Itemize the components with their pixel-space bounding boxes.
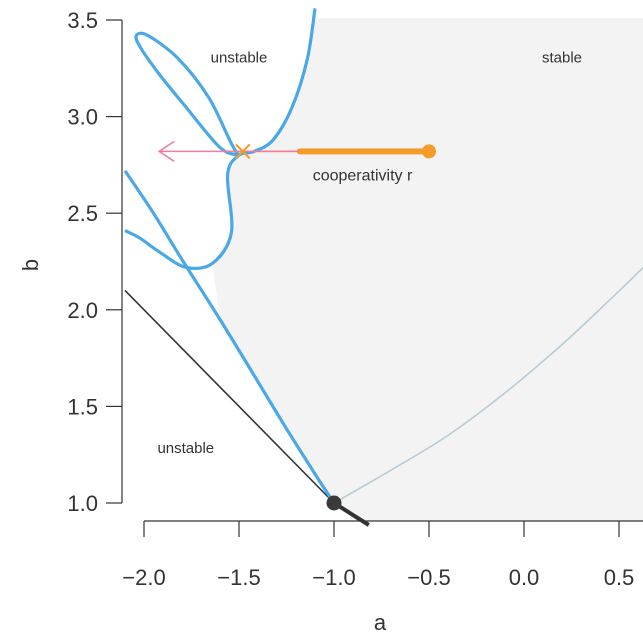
axes: 1.0 1.5 2.0 2.5 3.0 3.5 −2.0 −1.5 −1.0 −0.5 0.0 0.5 xyxy=(67,8,643,590)
x-tick-label: −1.5 xyxy=(217,565,260,590)
y-tick-label: 1.0 xyxy=(67,491,98,516)
region-label: unstable xyxy=(157,440,214,457)
stable-region xyxy=(212,8,643,521)
cooperativity-annotation: cooperativity r xyxy=(157,140,436,184)
y-tick-label: 2.0 xyxy=(67,298,98,323)
x-tick-label: −0.5 xyxy=(407,565,450,590)
y-tick-label: 3.0 xyxy=(67,105,98,130)
y-tick-label: 1.5 xyxy=(67,394,98,419)
grey-curve xyxy=(333,266,643,504)
x-tick-label: −1.0 xyxy=(312,565,355,590)
region-labels: unstable stable unstable xyxy=(157,50,582,457)
region-label: stable xyxy=(542,50,582,67)
x-axis-title: a xyxy=(374,610,387,635)
cooperativity-end-point xyxy=(422,144,436,159)
y-axis-title: b xyxy=(18,259,43,271)
pink-arrow-head xyxy=(157,140,175,163)
y-tick-label: 2.5 xyxy=(67,201,98,226)
cross-marker xyxy=(235,143,251,160)
markers xyxy=(326,495,342,511)
stable-region-fill xyxy=(212,8,643,521)
boundary-line xyxy=(124,289,335,504)
blue-curve-loop xyxy=(124,8,317,271)
x-tick-label: −2.0 xyxy=(122,565,165,590)
region-label: unstable xyxy=(211,50,268,67)
blue-curve-upper-loop xyxy=(134,31,241,157)
cooperativity-label: cooperativity r xyxy=(313,167,413,184)
x-tick-label: 0.0 xyxy=(509,565,540,590)
critical-point xyxy=(326,495,342,511)
y-tick-label: 3.5 xyxy=(67,8,98,33)
blue-curve-lower xyxy=(123,169,336,504)
x-tick-label: 0.5 xyxy=(604,565,635,590)
